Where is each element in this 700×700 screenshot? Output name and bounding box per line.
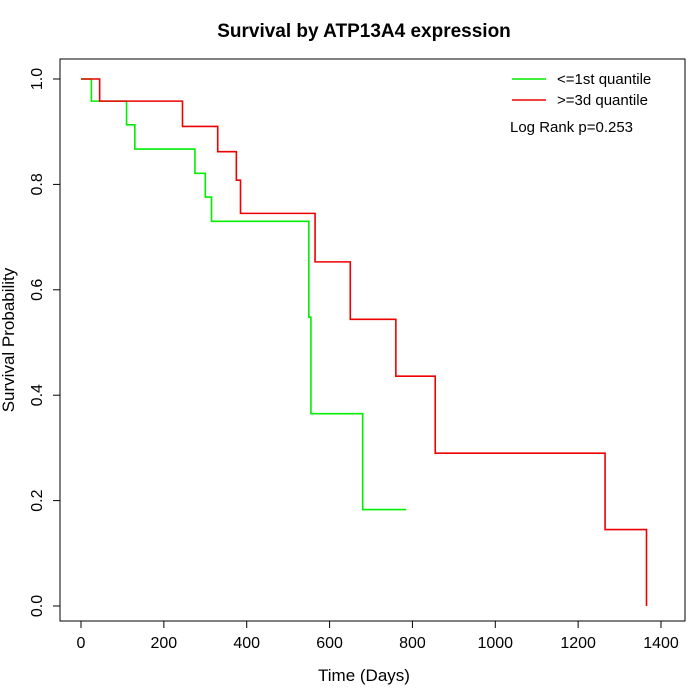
y-tick-label: 0.6: [29, 279, 46, 301]
y-axis: 0.0 0.2 0.4 0.6 0.8 1.0: [29, 68, 61, 617]
series-line-1: [81, 78, 648, 606]
x-tick-label: 800: [399, 635, 426, 652]
series-line-0: [81, 78, 407, 511]
x-axis-label: Time (Days): [318, 666, 410, 685]
chart-title: Survival by ATP13A4 expression: [217, 21, 511, 42]
log-rank-annotation: Log Rank p=0.253: [510, 119, 633, 136]
x-tick-label: 0: [77, 635, 86, 652]
y-tick-label: 0.8: [29, 173, 46, 195]
x-tick-label: 1000: [477, 635, 513, 652]
plot-frame: [59, 58, 686, 622]
x-tick-label: 1200: [560, 635, 596, 652]
x-tick-label: 1400: [643, 635, 679, 652]
legend-label-0: <=1st quantile: [557, 71, 651, 88]
y-axis-label: Survival Probability: [0, 267, 18, 412]
y-tick-label: 1.0: [29, 68, 46, 90]
series-layer: [81, 78, 648, 606]
y-tick-label: 0.0: [29, 595, 46, 617]
y-tick-label: 0.4: [29, 384, 46, 406]
x-tick-label: 400: [233, 635, 260, 652]
y-tick-label: 0.2: [29, 489, 46, 511]
legend: <=1st quantile >=3d quantile: [512, 71, 651, 109]
legend-label-1: >=3d quantile: [557, 92, 648, 109]
x-tick-label: 200: [151, 635, 178, 652]
x-axis: 0 200 400 600 800 1000 1200 1400: [77, 620, 679, 652]
x-tick-label: 600: [316, 635, 343, 652]
